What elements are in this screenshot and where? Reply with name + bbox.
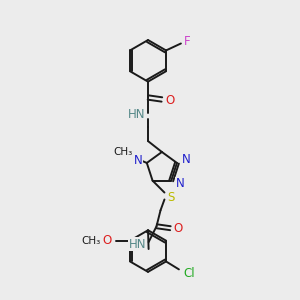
Text: S: S: [168, 191, 175, 204]
Text: N: N: [134, 154, 142, 167]
Text: O: O: [165, 94, 174, 107]
Text: N: N: [182, 154, 190, 166]
Text: CH₃: CH₃: [82, 236, 101, 246]
Text: F: F: [184, 35, 190, 48]
Text: O: O: [103, 234, 112, 247]
Text: HN: HN: [128, 108, 146, 121]
Text: CH₃: CH₃: [113, 147, 133, 157]
Text: N: N: [176, 177, 184, 190]
Text: O: O: [174, 222, 183, 235]
Text: HN: HN: [129, 238, 146, 250]
Text: Cl: Cl: [183, 267, 195, 280]
